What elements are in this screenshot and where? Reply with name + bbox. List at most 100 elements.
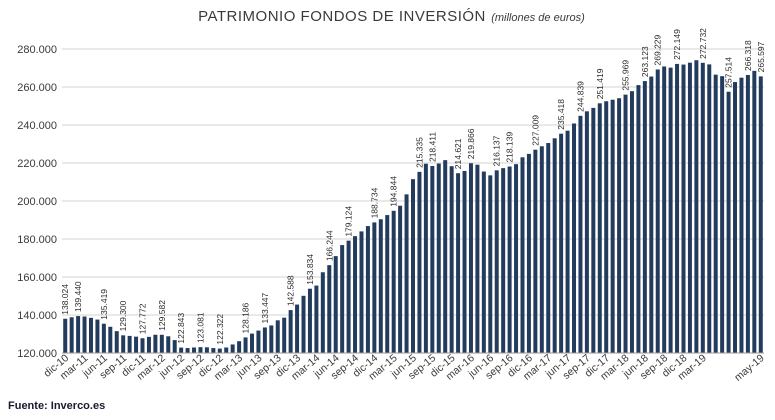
bar — [121, 335, 126, 353]
data-label: 142.588 — [286, 275, 296, 306]
bar — [520, 157, 525, 353]
bar — [114, 331, 119, 353]
bar — [758, 76, 763, 354]
data-label: 138.024 — [60, 284, 70, 315]
bar — [288, 310, 293, 353]
bar — [385, 215, 390, 353]
bar — [411, 179, 415, 353]
bar — [243, 337, 248, 353]
bar — [623, 94, 628, 353]
bar — [159, 334, 164, 353]
y-tick-label: 120.000 — [17, 348, 57, 360]
bar — [320, 272, 325, 353]
bar — [185, 348, 190, 353]
data-label: 263.123 — [640, 46, 650, 77]
bar — [378, 219, 383, 353]
bar — [449, 166, 454, 353]
bar — [146, 336, 151, 353]
bar — [346, 240, 351, 353]
bar — [224, 347, 229, 353]
bar — [539, 146, 544, 353]
bar — [140, 338, 145, 353]
bar — [301, 295, 306, 353]
data-label: 139.440 — [73, 281, 83, 312]
data-label: 153.834 — [305, 254, 315, 285]
bar — [494, 170, 499, 353]
y-tick-label: 160.000 — [17, 272, 57, 284]
bar — [179, 347, 184, 353]
bar — [533, 149, 538, 353]
bar — [584, 111, 589, 353]
data-label: 214.621 — [453, 138, 463, 169]
data-label: 251.419 — [595, 68, 605, 99]
bar — [101, 323, 106, 353]
data-label: 127.772 — [138, 303, 148, 334]
data-label: 133.447 — [260, 292, 270, 323]
bar — [391, 210, 396, 353]
bar — [108, 326, 113, 353]
source-note: Fuente: Inverco.es — [8, 400, 106, 412]
bar — [726, 91, 731, 354]
bar — [275, 320, 280, 353]
bar — [262, 327, 267, 353]
bar — [95, 319, 100, 353]
x-tick-label: may-19 — [732, 352, 767, 384]
data-label: 122.843 — [176, 313, 186, 344]
data-label: 166.244 — [324, 230, 334, 261]
bar — [359, 231, 364, 353]
bar — [501, 168, 506, 353]
bar — [514, 164, 519, 353]
bar — [307, 288, 312, 353]
bar — [591, 107, 596, 354]
data-label: 265.597 — [756, 41, 766, 72]
bar — [63, 318, 68, 353]
bar — [546, 143, 551, 353]
chart-title: PATRIMONIO FONDOS DE INVERSIÓN — [198, 8, 486, 25]
data-label: 257.514 — [724, 57, 734, 88]
y-tick-label: 180.000 — [17, 234, 57, 246]
bar — [694, 60, 699, 354]
bar — [282, 317, 287, 353]
data-label: 179.124 — [344, 206, 354, 237]
data-label: 218.139 — [505, 132, 515, 163]
data-label: 269.229 — [653, 34, 663, 65]
data-label: 135.419 — [99, 289, 109, 320]
bar — [76, 316, 81, 353]
y-tick-label: 240.000 — [17, 120, 57, 132]
data-label: 235.418 — [556, 99, 566, 130]
bar — [526, 153, 531, 353]
data-label: 216.137 — [492, 135, 502, 166]
bar — [572, 123, 577, 353]
bar — [681, 64, 686, 353]
bar — [462, 170, 467, 353]
bar — [488, 175, 493, 353]
bar — [668, 67, 673, 354]
bar — [172, 340, 177, 353]
bar — [443, 160, 448, 353]
bar — [217, 348, 222, 353]
data-label: 188.734 — [369, 187, 379, 218]
bar — [552, 138, 557, 353]
bar — [353, 236, 358, 353]
bar — [752, 70, 757, 353]
bar — [481, 171, 486, 353]
bar — [700, 62, 705, 353]
data-label: 129.300 — [118, 300, 128, 331]
bar — [733, 82, 738, 353]
bar — [687, 62, 692, 354]
bar — [398, 205, 403, 353]
bar — [327, 265, 332, 353]
bar — [192, 347, 197, 353]
bar — [198, 347, 203, 353]
y-tick-label: 220.000 — [17, 158, 57, 170]
data-label: 272.149 — [672, 29, 682, 60]
bar — [610, 99, 615, 353]
bar — [314, 285, 319, 353]
bar — [507, 166, 512, 353]
bar — [559, 133, 564, 353]
bar — [166, 336, 171, 353]
bar — [333, 256, 338, 353]
data-label: 218.411 — [427, 132, 437, 162]
data-label: 272.732 — [698, 28, 708, 59]
bar — [597, 103, 602, 354]
